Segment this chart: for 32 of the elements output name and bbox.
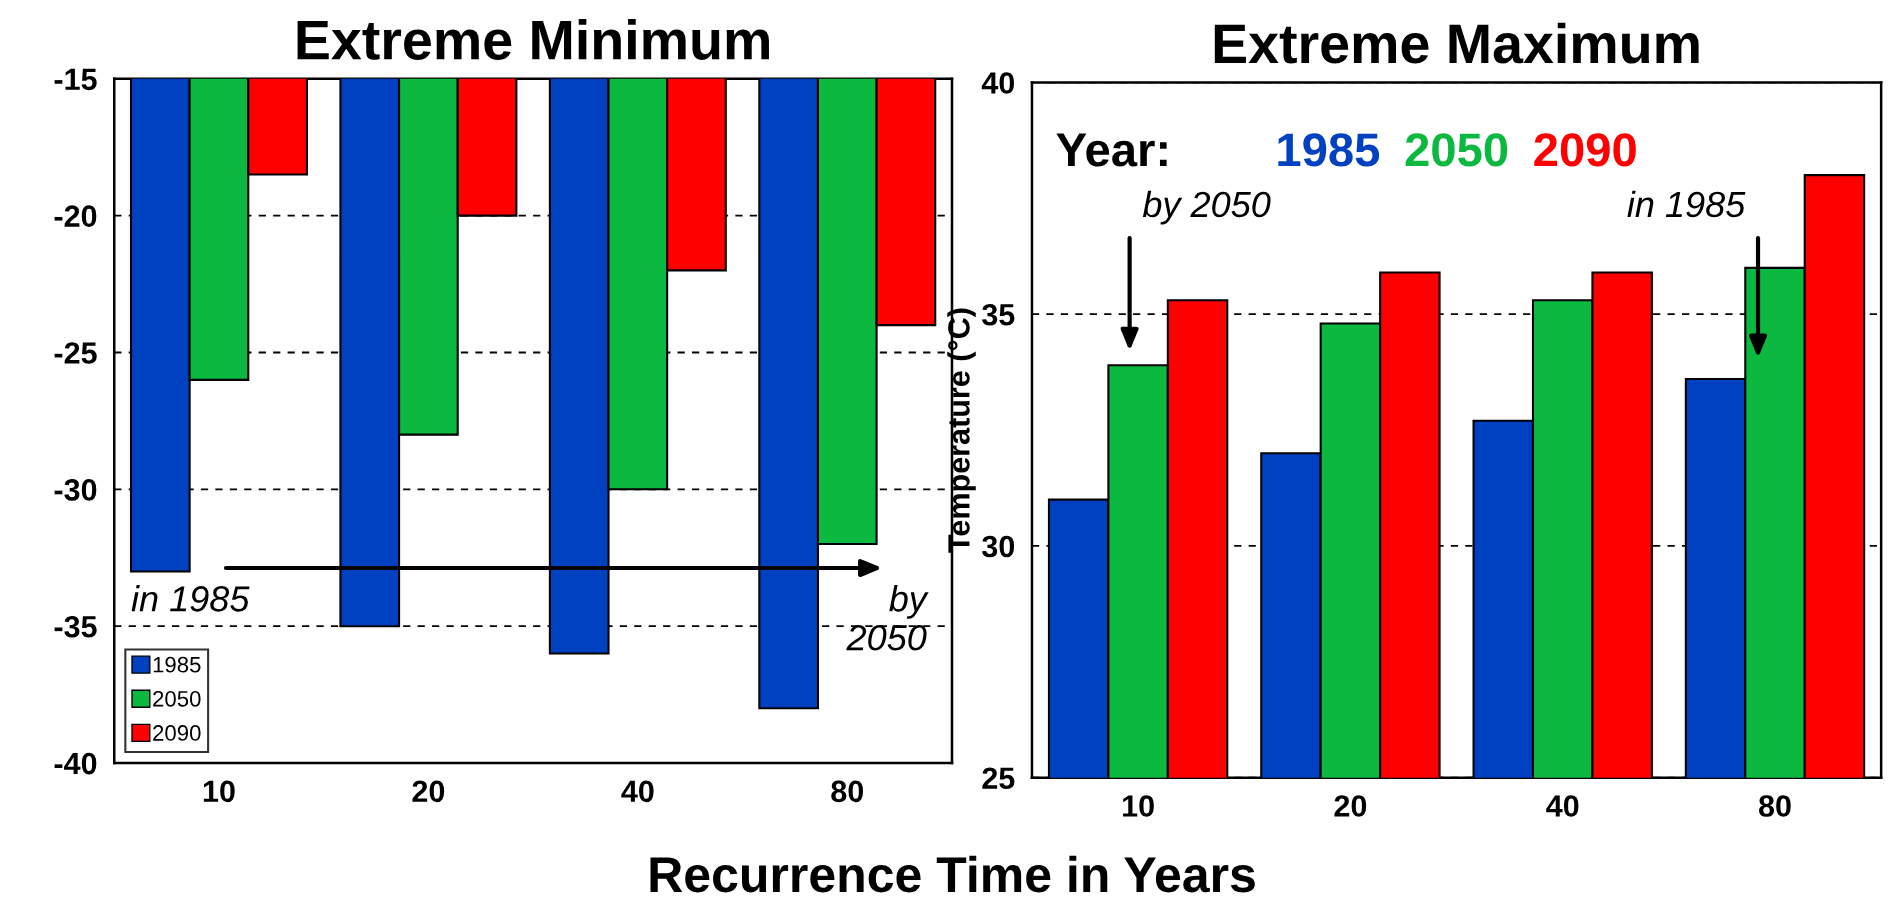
annotation: in 1985 (1627, 190, 1746, 218)
legend-label: 2090 (153, 725, 201, 741)
x-tick-label: 80 (831, 780, 864, 803)
chart-title: Extreme Minimum (297, 19, 769, 60)
x-axis-title: Recurrence Time in Years (650, 855, 1255, 893)
y-tick-label: -30 (54, 479, 97, 501)
x-tick-label: 20 (412, 780, 445, 803)
x-tick-label: 80 (1758, 795, 1791, 817)
y-tick-label: -15 (54, 68, 97, 91)
y-tick-label: -20 (54, 205, 97, 227)
x-tick-label: 10 (1123, 795, 1154, 817)
y-tick-label: 40 (981, 72, 1015, 94)
y-tick-label: 25 (982, 767, 1015, 790)
legend-label: 2050 (153, 690, 201, 707)
text: 2090 (1534, 133, 1636, 167)
x-tick-label: 10 (203, 780, 235, 803)
annotation: by 2050 (1142, 190, 1271, 225)
text: 2050 (1405, 133, 1508, 167)
text: 1985 (1278, 133, 1380, 167)
x-tick-label: 20 (1334, 795, 1367, 817)
y-tick-label: -25 (54, 342, 97, 364)
x-tick-label: 40 (621, 780, 654, 803)
y-tick-label: -40 (54, 752, 97, 775)
annotation: by 2050 (846, 585, 929, 651)
y-tick-label: -35 (54, 615, 97, 638)
x-tick-label: 40 (1546, 795, 1579, 817)
y-tick-label: 35 (982, 303, 1015, 326)
annotation: in 1985 (131, 585, 250, 612)
legend-label: 1985 (153, 656, 201, 673)
chart-title: Extreme Maximum (1214, 22, 1699, 64)
y-tick-label: 30 (982, 535, 1015, 558)
legend-title: Year: (1056, 133, 1167, 167)
